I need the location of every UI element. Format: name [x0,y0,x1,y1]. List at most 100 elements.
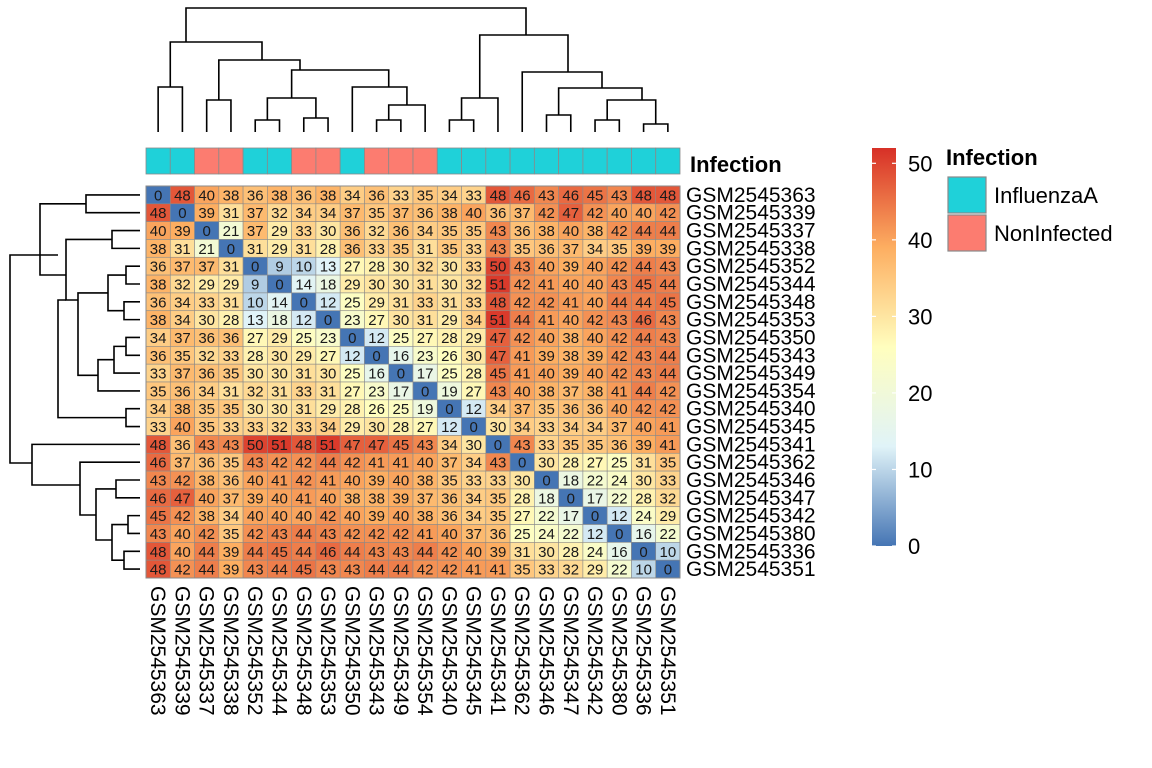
cell-value-label: 39 [223,562,240,579]
cell-value-label: 0 [372,348,380,365]
cell-value-label: 30 [368,277,385,294]
cell-value-label: 30 [538,544,555,561]
cell-value-label: 40 [198,490,215,507]
cell-value-label: 29 [344,419,361,436]
cell-value-label: 12 [320,294,337,311]
heatmap-cells: 0 48 40 38 36 38 36 38 34 36 33 35 34 33 48 46 43 46 45 43 4… [145,185,681,579]
dendrogram-branch [266,97,317,120]
dendrogram-branch [77,292,108,377]
column-label: GSM2545340 [437,586,460,716]
cell-value-label: 44 [660,223,677,240]
column-label: GSM2545341 [486,586,509,716]
cell-value-label: 39 [368,508,385,525]
cell-value-label: 33 [417,294,434,311]
cell-value-label: 18 [271,312,288,329]
cell-value-label: 10 [635,562,652,579]
column-label: GSM2545348 [292,586,315,716]
cell-value-label: 51 [320,437,337,454]
cell-value-label: 0 [518,455,526,472]
cell-value-label: 41 [271,473,288,490]
dendrogram-branch [375,119,402,132]
cell-value-label: 31 [223,383,240,400]
cell-value-label: 34 [465,312,482,329]
cell-value-label: 30 [393,259,410,276]
cell-value-label: 37 [393,205,410,222]
cell-value-label: 34 [562,419,579,436]
cell-value-label: 29 [587,562,604,579]
dendrogram-branch [111,229,140,250]
cell-value-label: 39 [562,366,579,383]
cell-value-label: 48 [150,544,167,561]
cell-value-label: 30 [393,312,410,329]
cell-value-label: 38 [538,383,555,400]
cell-value-label: 44 [247,544,264,561]
column-label: GSM2545338 [219,586,242,716]
annotation-cell [558,147,584,175]
cell-value-label: 46 [562,187,579,204]
colorbar: 50 40 30 20 10 0 [872,148,932,559]
cell-value-label: 37 [562,383,579,400]
cell-value-label: 22 [611,562,628,579]
cell-value-label: 33 [295,419,312,436]
cell-value-label: 42 [635,401,652,418]
cell-value-label: 38 [562,330,579,347]
cell-value-label: 39 [660,241,677,258]
column-label: GSM2545380 [607,586,630,716]
cell-value-label: 44 [635,330,652,347]
cell-value-label: 40 [417,455,434,472]
colorbar-gradient [872,148,896,546]
cell-value-label: 35 [417,187,434,204]
cell-value-label: 30 [514,473,531,490]
cell-value-label: 0 [203,223,211,240]
cell-value-label: 41 [514,366,531,383]
row-label: GSM2545348 [686,291,816,314]
cell-value-label: 32 [271,419,288,436]
dendrogram-branch [218,59,301,100]
dendrogram-branch [290,69,390,98]
cell-value-label: 18 [562,473,579,490]
dendrogram-branch [65,238,112,301]
cell-value-label: 0 [542,473,550,490]
cell-value-label: 43 [660,330,677,347]
cell-value-label: 30 [441,277,458,294]
row-label: GSM2545345 [686,416,816,439]
dendrogram-branch [97,358,140,392]
cell-value-label: 31 [223,259,240,276]
annotation-cell [461,147,487,175]
annotation-legend: Infection InfluenzaA NonInfected [946,145,1113,252]
cell-value-label: 50 [490,259,507,276]
cell-value-label: 10 [295,259,312,276]
dendrogram-branch [125,265,140,285]
annotation-cell [436,147,462,175]
cell-value-label: 43 [514,437,531,454]
cell-value-label: 43 [490,455,507,472]
cell-value-label: 41 [465,562,482,579]
cell-value-label: 27 [465,383,482,400]
cell-value-label: 37 [344,205,361,222]
cell-value-label: 0 [639,544,647,561]
row-label: GSM2545337 [686,220,816,243]
cell-value-label: 43 [417,437,434,454]
cell-value-label: 42 [198,526,215,543]
cell-value-label: 42 [441,562,458,579]
dendrogram-branch [123,301,140,321]
cell-value-label: 37 [174,455,191,472]
cell-value-label: 0 [300,294,308,311]
annotation-cell [218,147,244,175]
cell-value-label: 42 [174,562,191,579]
cell-value-label: 40 [611,205,628,222]
row-label: GSM2545341 [686,433,816,456]
cell-value-label: 30 [271,348,288,365]
cell-value-label: 40 [295,508,312,525]
cell-value-label: 17 [417,366,434,383]
annotation-cell [388,147,414,175]
cell-value-label: 34 [441,187,458,204]
row-label: GSM2545342 [686,505,816,528]
cell-value-label: 40 [247,508,264,525]
cell-value-label: 31 [247,241,264,258]
cell-value-label: 40 [514,383,531,400]
dendrogram-branch [302,117,329,132]
column-label: GSM2545353 [316,586,339,716]
cell-value-label: 0 [445,401,453,418]
cell-value-label: 42 [514,330,531,347]
